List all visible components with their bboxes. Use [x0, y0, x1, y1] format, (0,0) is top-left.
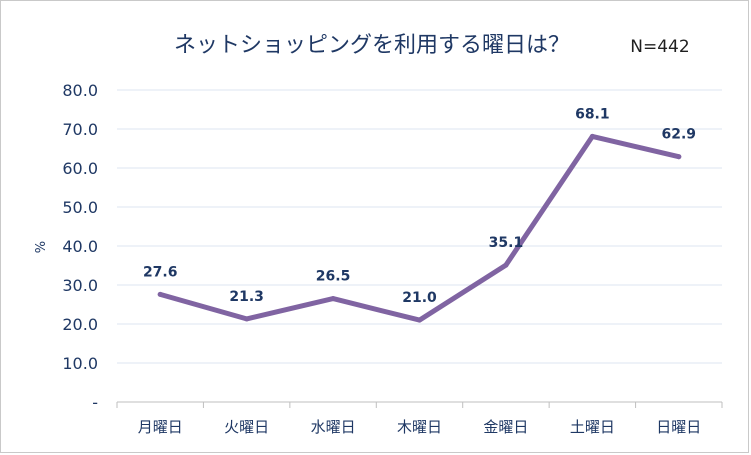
y-tick-label: -	[92, 393, 98, 412]
data-labels: 27.6 21.3 26.5 21.0 35.1 68.1 62.9	[143, 106, 696, 306]
data-label: 21.0	[402, 290, 437, 306]
y-tick-label: 10.0	[62, 354, 98, 373]
x-tick-label: 水曜日	[311, 418, 356, 436]
y-tick-label: 30.0	[62, 276, 98, 295]
data-label: 35.1	[489, 235, 524, 251]
y-tick-label: 70.0	[62, 120, 98, 139]
series	[157, 133, 682, 323]
sample-size-label: N=442	[630, 37, 689, 57]
data-label: 21.3	[229, 289, 264, 305]
data-point	[676, 154, 682, 160]
x-tick-label: 金曜日	[483, 418, 528, 436]
chart-title: ネットショッピングを利用する曜日は？	[174, 33, 570, 58]
x-tick-label: 木曜日	[397, 418, 442, 436]
y-tick-label: 40.0	[62, 237, 98, 256]
y-tick-label: 50.0	[62, 198, 98, 217]
y-axis-label: %	[34, 241, 49, 253]
data-point	[157, 291, 163, 297]
data-point	[330, 296, 336, 302]
y-tick-label: 80.0	[62, 81, 98, 100]
gridlines	[117, 89, 722, 403]
x-tick-label: 火曜日	[224, 418, 269, 436]
data-point	[244, 316, 250, 322]
x-tick-label: 土曜日	[570, 418, 615, 436]
data-point	[589, 133, 595, 139]
data-point	[503, 262, 509, 268]
data-label: 62.9	[662, 127, 697, 143]
data-label: 27.6	[143, 264, 178, 280]
y-tick-label: 20.0	[62, 315, 98, 334]
x-tick-label: 月曜日	[138, 418, 183, 436]
x-axis-ticks: 月曜日 火曜日 水曜日 木曜日 金曜日 土曜日 日曜日	[116, 402, 723, 436]
data-label: 68.1	[575, 106, 610, 122]
data-point	[417, 317, 422, 323]
y-tick-label: 60.0	[62, 159, 98, 178]
data-label: 26.5	[316, 269, 351, 285]
x-tick-label: 日曜日	[656, 418, 701, 436]
y-axis-ticks: - 10.0 20.0 30.0 40.0 50.0 60.0 70.0 80.0	[62, 81, 98, 412]
